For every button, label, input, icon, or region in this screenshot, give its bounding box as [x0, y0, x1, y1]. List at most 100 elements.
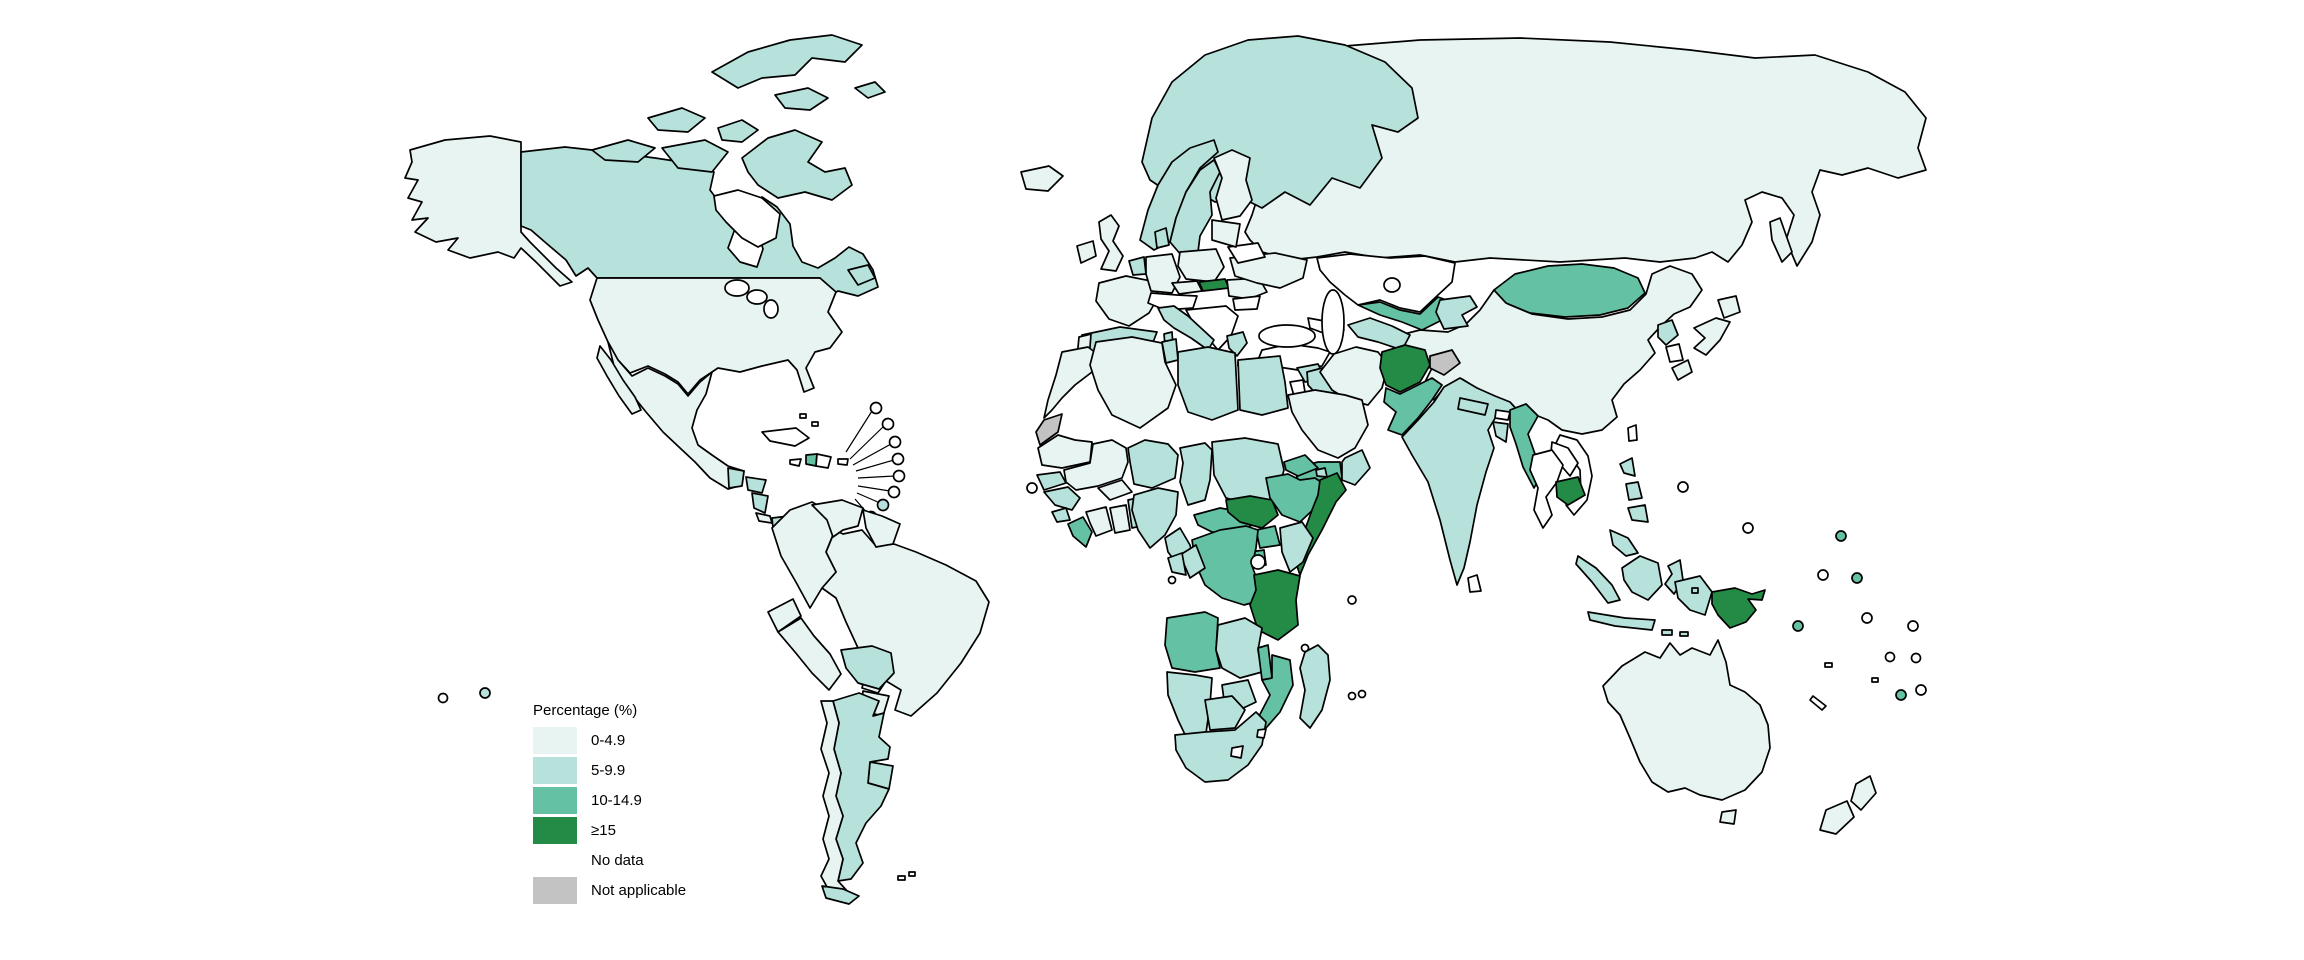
- country-mali: [1063, 439, 1129, 491]
- country-russia-sakhalin: [1769, 217, 1793, 263]
- country-peru: [777, 617, 842, 691]
- country-gabon: [1167, 552, 1187, 576]
- country-canada-newfoundland: [847, 264, 876, 286]
- island-cape-verde: [1026, 482, 1038, 494]
- country-india: [1401, 377, 1521, 586]
- country-indonesia-maluku: [1691, 587, 1699, 594]
- island-kiribati: [1851, 572, 1863, 584]
- island-solomon: [1792, 620, 1804, 632]
- country-sri-lanka: [1467, 574, 1482, 593]
- country-pakistan: [1383, 377, 1443, 436]
- island-samoa-2: [1910, 652, 1922, 664]
- country-botswana: [1204, 695, 1246, 731]
- country-nicaragua: [751, 492, 769, 514]
- country-canada-island-4: [717, 119, 759, 143]
- country-australia: [1602, 639, 1771, 801]
- hudson-bay: [713, 189, 781, 248]
- country-djibouti: [1315, 467, 1328, 478]
- island-seychelles: [1347, 595, 1357, 605]
- caspian-sea: [1321, 289, 1345, 355]
- country-niger: [1127, 439, 1179, 489]
- country-canada-island-2: [647, 107, 706, 133]
- country-chad: [1179, 442, 1213, 506]
- country-saudi-arabia: [1287, 389, 1369, 459]
- country-canada-ellesmere: [711, 34, 863, 89]
- country-colombia: [771, 501, 837, 609]
- island-vanuatu: [1824, 662, 1833, 668]
- country-tanzania: [1249, 569, 1301, 641]
- country-cambodia: [1555, 476, 1586, 506]
- country-dominican-republic: [815, 453, 832, 469]
- black-sea: [1258, 324, 1316, 348]
- island-cook: [437, 692, 449, 704]
- island-wallis: [1884, 651, 1896, 663]
- country-kenya: [1279, 521, 1314, 573]
- country-indonesia-sumatra: [1575, 555, 1621, 604]
- island-new-caledonia: [1809, 695, 1827, 711]
- country-slovakia: [1198, 278, 1230, 292]
- antilles-leader-lines: [845, 410, 896, 515]
- country-libya: [1177, 346, 1239, 421]
- country-denmark: [1154, 227, 1170, 249]
- country-lesotho: [1230, 745, 1244, 759]
- legend-label-no-data: No data: [591, 852, 644, 869]
- country-canada-island-6: [854, 81, 886, 99]
- country-new-zealand-north: [1850, 775, 1877, 811]
- country-liberia: [1067, 516, 1093, 548]
- country-iceland: [1020, 165, 1064, 192]
- country-zambia: [1215, 617, 1263, 679]
- island-tuvalu: [1861, 612, 1873, 624]
- country-netherlands-belgium: [1128, 256, 1147, 276]
- country-canada: [520, 146, 879, 299]
- legend-swatch-gte15: [533, 817, 577, 844]
- legend-label-10-14-9: 10-14.9: [591, 792, 642, 809]
- country-poland: [1177, 248, 1225, 283]
- country-philippines-luzon: [1619, 457, 1636, 477]
- country-antilles-5: [892, 469, 906, 483]
- country-ghana: [1109, 504, 1131, 534]
- country-turkmenistan: [1347, 317, 1411, 351]
- country-united-kingdom: [1098, 214, 1124, 272]
- legend-row-5-9-9: 5-9.9: [533, 757, 686, 784]
- country-brazil: [821, 529, 990, 717]
- country-jamaica: [789, 458, 802, 467]
- country-belarus: [1227, 242, 1266, 264]
- country-falkland-1: [897, 875, 906, 881]
- aral-sea: [1383, 277, 1401, 293]
- country-ivory-coast: [1085, 506, 1113, 537]
- country-sierra-leone: [1051, 507, 1071, 523]
- country-eswatini: [1256, 728, 1267, 739]
- island-palau: [1677, 481, 1689, 493]
- country-indonesia-westpapua: [1674, 575, 1713, 616]
- country-oman: [1341, 449, 1371, 486]
- country-congo: [1179, 544, 1206, 579]
- country-finland: [1213, 149, 1253, 221]
- country-japan-hokkaido: [1717, 295, 1741, 319]
- country-indonesia-sunda-2: [1679, 631, 1689, 637]
- legend-row-no-data: No data: [533, 847, 686, 874]
- country-canada-island-1: [591, 139, 656, 163]
- country-guatemala: [727, 467, 745, 489]
- country-south-sudan: [1225, 495, 1279, 529]
- country-algeria: [1089, 336, 1177, 429]
- country-canada-baffin: [741, 129, 853, 201]
- island-samoa: [479, 687, 491, 699]
- island-micronesia: [1742, 522, 1754, 534]
- country-south-africa: [1174, 711, 1267, 783]
- country-malawi: [1257, 644, 1273, 681]
- country-france: [1095, 275, 1160, 327]
- country-ireland: [1076, 240, 1097, 264]
- island-tonga: [1915, 684, 1927, 696]
- island-marshall: [1835, 530, 1847, 542]
- legend-title: Percentage (%): [533, 702, 638, 719]
- country-austria-switzerland: [1147, 292, 1198, 311]
- country-nigeria: [1131, 487, 1179, 549]
- legend-row-not-applicable: Not applicable: [533, 877, 686, 904]
- country-mexico-baja: [596, 345, 642, 415]
- lake-victoria: [1250, 554, 1266, 570]
- country-burkina-faso: [1097, 479, 1133, 501]
- legend-swatch-no-data: [533, 847, 577, 874]
- country-western-sahara: [1035, 413, 1063, 446]
- country-ecuador: [767, 598, 802, 633]
